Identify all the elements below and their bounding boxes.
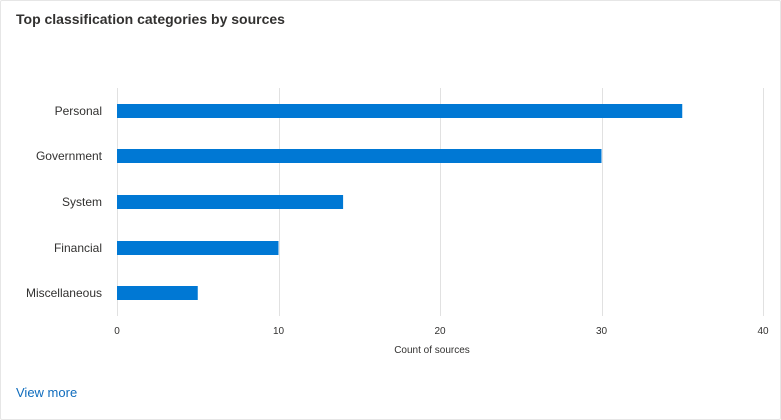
view-more-link[interactable]: View more xyxy=(16,385,78,400)
bar-financial xyxy=(117,241,279,255)
x-tick-label-0: 0 xyxy=(114,326,120,337)
x-tick-label-30: 30 xyxy=(596,326,608,337)
bar-government xyxy=(117,149,602,163)
category-label-personal: Personal xyxy=(55,104,102,118)
bar-system xyxy=(117,195,344,209)
x-axis-title: Count of sources xyxy=(394,345,470,356)
category-label-miscellaneous: Miscellaneous xyxy=(26,286,102,300)
category-label-system: System xyxy=(62,195,102,209)
bar-miscellaneous xyxy=(117,286,198,300)
x-tick-label-20: 20 xyxy=(434,326,446,337)
bar-personal xyxy=(117,104,683,118)
x-tick-label-40: 40 xyxy=(757,326,769,337)
chart-title: Top classification categories by sources xyxy=(16,11,285,27)
x-tick-label-10: 10 xyxy=(273,326,285,337)
category-label-financial: Financial xyxy=(54,241,102,255)
category-label-government: Government xyxy=(36,149,103,163)
